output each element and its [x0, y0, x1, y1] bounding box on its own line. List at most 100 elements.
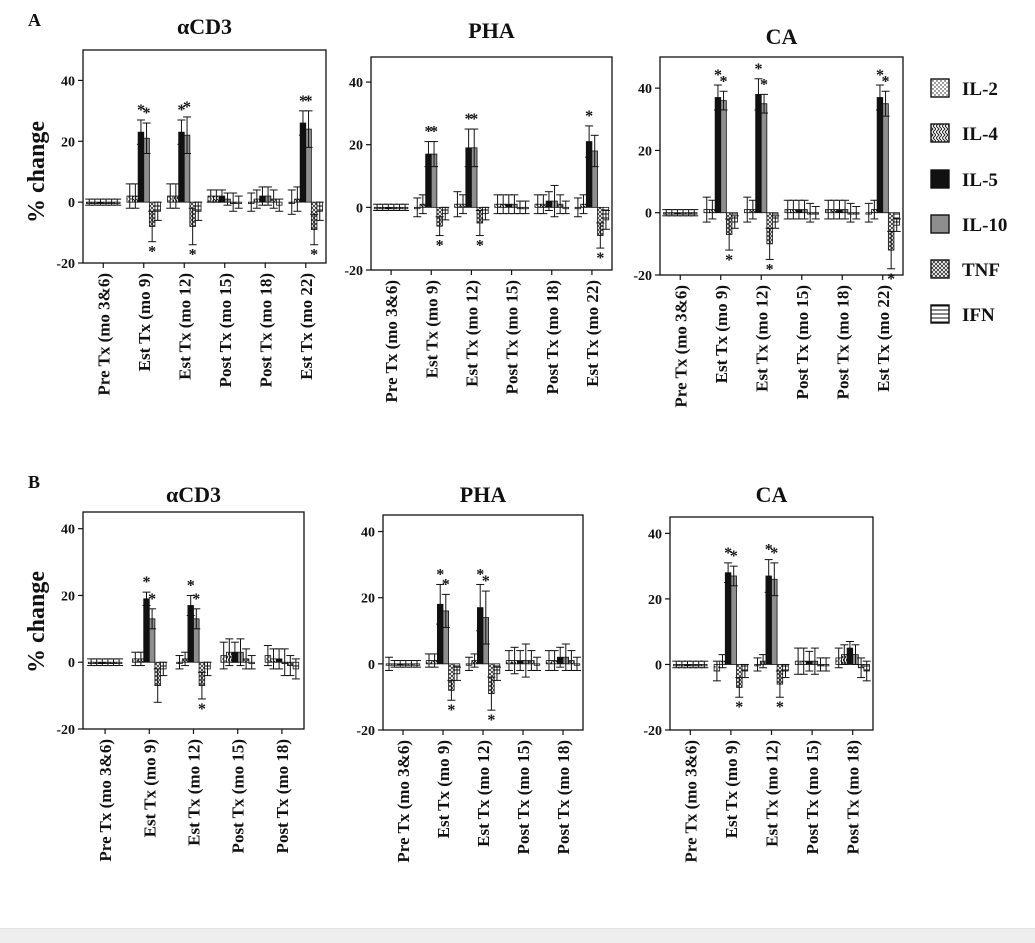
bar-il-5: [143, 598, 150, 663]
category-group-post-tx-mo-18: Post Tx (mo 18): [545, 643, 581, 854]
legend-swatch-tnf: [930, 259, 950, 279]
x-tick-label: Pre Tx (mo 3&6): [96, 739, 115, 862]
panel-label-b: B: [28, 472, 40, 492]
significance-marker: *: [585, 108, 593, 125]
significance-marker: *: [730, 548, 738, 565]
category-group-post-tx-mo-15: Post Tx (mo 15): [505, 643, 541, 854]
legend-label-il-5: IL-5: [962, 170, 998, 191]
significance-marker: *: [148, 591, 156, 608]
legend-label-ifn: IFN: [962, 305, 995, 326]
chart-a-ca: CA -20 0 20 40 Pre Tx (mo 3&6) Est Tx (mo 9) Es…: [633, 24, 904, 408]
significance-marker: *: [476, 566, 484, 583]
x-tick-label: Est Tx (mo 9): [140, 739, 159, 837]
significance-marker: *: [143, 574, 151, 591]
significance-marker: *: [770, 545, 778, 562]
significance-marker: *: [724, 545, 732, 562]
x-tick-label: Pre Tx (mo 3&6): [671, 285, 690, 408]
category-group-post-tx-mo-18: Post Tx (mo 18): [247, 186, 284, 387]
significance-marker: *: [177, 102, 185, 119]
bar-il-10: [720, 100, 727, 214]
significance-marker: *: [310, 247, 318, 264]
y-tick-label: 40: [61, 523, 75, 538]
category-group-est-tx-mo-12: Est Tx (mo 12): [743, 78, 780, 392]
category-group-pre-tx-mo-3-6: Pre Tx (mo 3&6): [385, 656, 421, 863]
bar-il-10: [760, 103, 768, 214]
y-axis-label-a: % change: [24, 121, 50, 223]
legend-swatch-il-10: [930, 214, 950, 234]
legend-swatch-ifn: [930, 304, 950, 324]
x-tick-label: Pre Tx (mo 3&6): [94, 273, 113, 396]
category-group-est-tx-mo-12: Est Tx (mo 12): [175, 594, 212, 846]
category-group-post-tx-mo-15: Post Tx (mo 15): [206, 189, 243, 387]
y-tick-label: 20: [638, 144, 652, 159]
x-tick-label: Post Tx (mo 15): [803, 740, 822, 854]
significance-marker: *: [476, 238, 484, 255]
significance-marker: *: [436, 238, 444, 255]
y-tick-label: -20: [356, 724, 375, 739]
significance-marker: *: [137, 102, 145, 119]
y-tick-label: -20: [56, 723, 75, 738]
category-group-est-tx-mo-22: Est Tx (mo 22): [864, 84, 901, 392]
legend-item-il-5: IL-5: [930, 169, 998, 191]
significance-marker: *: [192, 591, 200, 608]
y-tick-label: 20: [361, 592, 375, 607]
category-group-est-tx-mo-9: Est Tx (mo 9): [425, 583, 461, 838]
x-tick-label: Post Tx (mo 18): [543, 280, 562, 394]
category-group-post-tx-mo-18: Post Tx (mo 18): [533, 184, 570, 394]
significance-marker: *: [487, 712, 495, 729]
y-tick-label: 20: [61, 135, 75, 150]
legend-label-il-10: IL-10: [962, 215, 1007, 236]
x-tick-label: Est Tx (mo 9): [712, 285, 731, 383]
x-tick-label: Pre Tx (mo 3&6): [382, 280, 401, 403]
significance-marker: *: [470, 111, 478, 128]
category-group-post-tx-mo-15: Post Tx (mo 15): [219, 638, 256, 853]
significance-marker: *: [424, 124, 432, 141]
significance-marker: *: [183, 99, 191, 116]
significance-marker: *: [189, 247, 197, 264]
significance-marker: *: [887, 271, 895, 288]
category-group-post-tx-mo-15: Post Tx (mo 15): [493, 194, 530, 394]
legend-swatch-il-5: [930, 169, 950, 189]
significance-marker: *: [765, 542, 773, 559]
x-tick-label: Post Tx (mo 15): [503, 280, 522, 394]
legend: IL-2 IL-4 IL-5 IL-10 TNF IFN: [930, 78, 1007, 326]
significance-marker: *: [299, 93, 307, 110]
y-tick-label: 40: [61, 74, 75, 89]
x-tick-label: Est Tx (mo 12): [462, 280, 481, 387]
legend-item-il-10: IL-10: [930, 214, 1007, 236]
y-tick-label: 0: [655, 658, 662, 673]
y-tick-label: 20: [61, 589, 75, 604]
y-tick-label: 20: [349, 139, 363, 154]
legend-label-il-4: IL-4: [962, 124, 998, 145]
footer-strip: [0, 928, 1035, 943]
y-tick-label: 0: [68, 656, 75, 671]
category-group-est-tx-mo-12: Est Tx (mo 12): [753, 559, 790, 847]
category-group-post-tx-mo-18: Post Tx (mo 18): [263, 645, 300, 853]
x-tick-label: Post Tx (mo 15): [216, 273, 235, 387]
category-group-post-tx-mo-15: Post Tx (mo 15): [783, 199, 820, 399]
x-tick-label: Est Tx (mo 12): [175, 273, 194, 380]
y-tick-label: 0: [368, 658, 375, 673]
category-group-est-tx-mo-12: Est Tx (mo 12): [453, 128, 490, 387]
plot-frame: [370, 56, 613, 271]
plot-frame: [82, 49, 327, 264]
y-axis-label-b: % change: [24, 571, 50, 673]
legend-item-il-2: IL-2: [930, 78, 998, 100]
category-group-pre-tx-mo-3-6: Pre Tx (mo 3&6): [373, 203, 410, 403]
x-tick-label: Est Tx (mo 12): [752, 285, 771, 392]
y-tick-label: 0: [68, 196, 75, 211]
significance-marker: *: [882, 73, 890, 90]
chart-b-ca: CA -20 0 20 40 Pre Tx (mo 3&6) Est Tx (mo 9) Es…: [643, 482, 874, 863]
legend-item-ifn: IFN: [930, 304, 995, 326]
y-tick-label: 40: [638, 82, 652, 97]
bar-il-5: [714, 97, 722, 214]
y-tick-label: -20: [633, 269, 652, 284]
x-tick-label: Est Tx (mo 9): [135, 273, 154, 371]
significance-marker: *: [465, 111, 473, 128]
legend-label-tnf: TNF: [962, 260, 1000, 281]
x-tick-label: Est Tx (mo 22): [583, 280, 602, 387]
panel-label-a: A: [28, 10, 41, 30]
significance-marker: *: [442, 576, 450, 593]
category-group-post-tx-mo-18: Post Tx (mo 18): [824, 199, 861, 399]
